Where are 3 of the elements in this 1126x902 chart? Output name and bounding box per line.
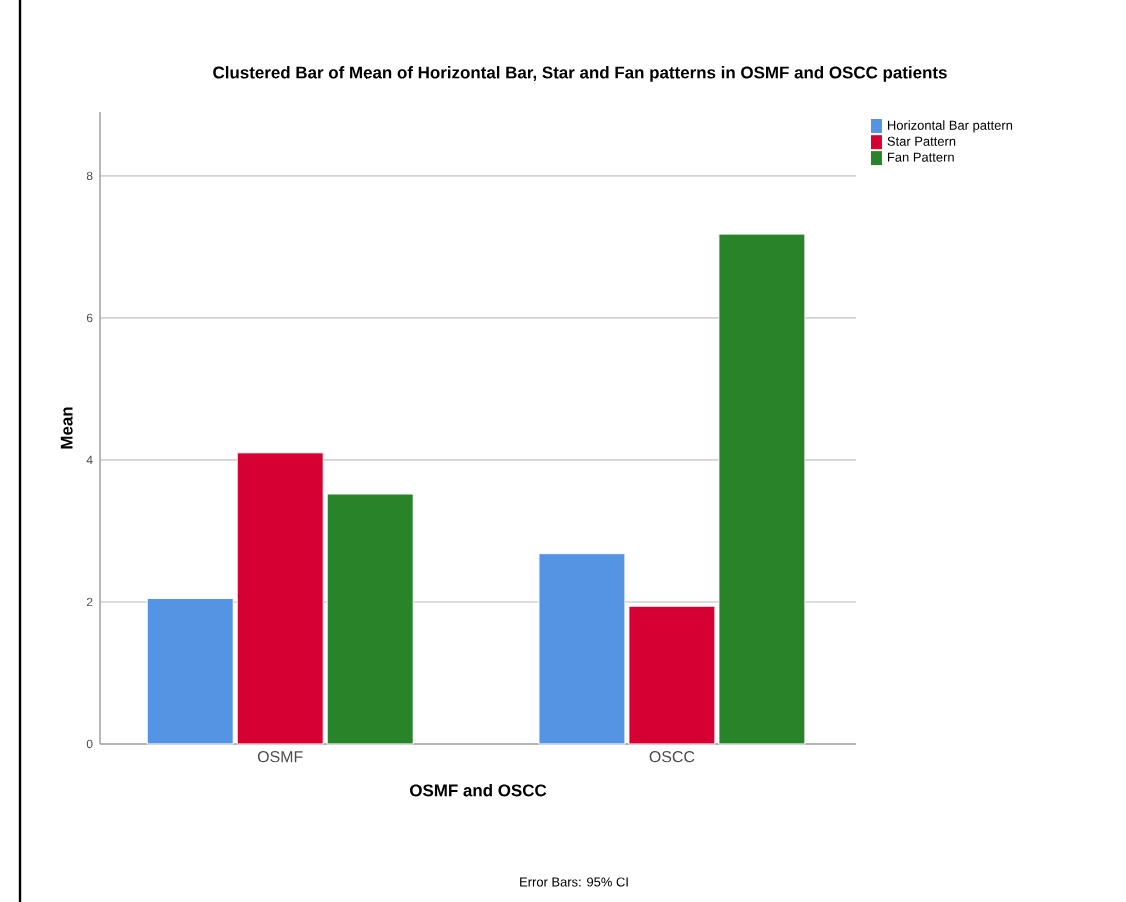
y-axis-title: Mean — [60, 407, 73, 449]
x-axis-title: OSMF and OSCC — [410, 783, 547, 797]
chart-title: Clustered Bar of Mean of Horizontal Bar, Star and Fan patterns in OSMF and OSCC patients — [213, 66, 947, 82]
